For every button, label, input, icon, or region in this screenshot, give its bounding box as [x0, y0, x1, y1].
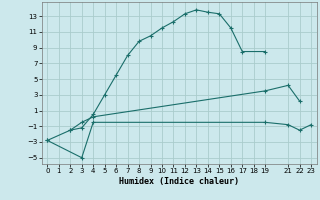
X-axis label: Humidex (Indice chaleur): Humidex (Indice chaleur) [119, 177, 239, 186]
